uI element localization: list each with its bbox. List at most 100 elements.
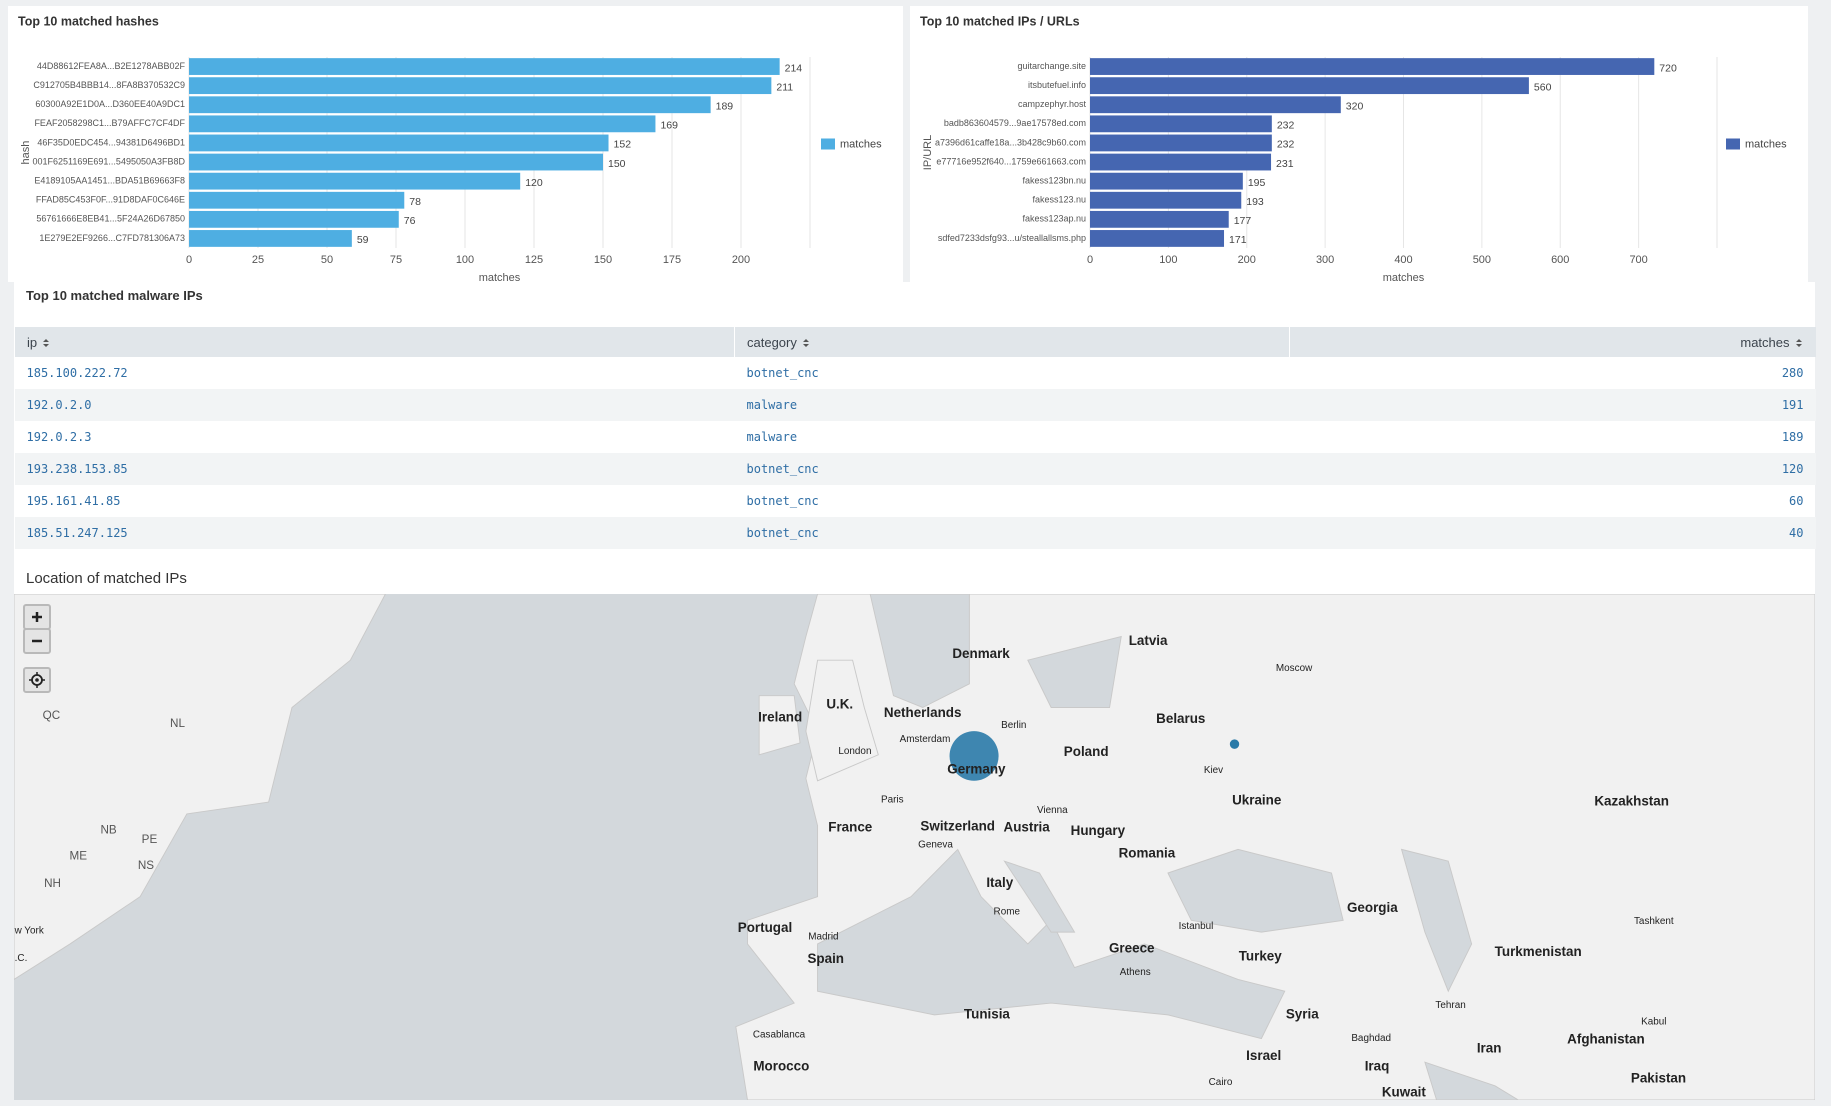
table-title: Top 10 matched malware IPs [26,288,203,303]
map-label: Kabul [1641,1017,1666,1028]
ireland [758,695,801,756]
y-tick-label: fakess123bn.nu [1022,176,1086,186]
x-axis-label: matches [479,272,521,282]
table-cell: botnet_cnc [746,366,819,380]
chart-title: Top 10 matched hashes [18,14,159,28]
y-tick-label: fakess123.nu [1032,195,1086,205]
seas [817,594,1520,1100]
y-tick-label: 60300A92E1D0A...D360EE40A9DC1 [35,99,185,109]
bar [189,153,603,171]
map-label: Ireland [758,710,802,725]
value-label: 120 [525,177,543,189]
bar [1090,172,1243,190]
map-label: Iraq [1365,1058,1390,1073]
bar [189,230,352,247]
zoom-out[interactable] [23,628,51,654]
map: Denmark Latvia Moscow Ireland U.K. Netherland… [14,594,1815,1100]
map-label: PE [142,833,158,846]
map-label: Madrid [808,931,838,942]
value-label: 232 [1277,120,1295,132]
y-tick-label: FEAF2058298C1...B79AFFC7CF4DF [34,118,185,128]
y-tick-label: guitarchange.site [1017,61,1086,71]
sort-arrows [43,339,50,348]
map-label: Netherlands [884,705,962,720]
column-header[interactable]: category [734,327,1290,357]
y-tick-label: FFAD85C453F0F...91D8DAF0C646E [36,195,185,205]
value-label: 232 [1277,139,1295,151]
y-axis-label: IP/URL [922,135,934,170]
y-tick-label: 46F35D0EDC454...94381D6496BD1 [37,137,185,147]
map-label: Tunisia [964,1006,1010,1021]
map-label: Latvia [1129,633,1168,648]
map-panel: Location of matched IPs Denmark Latvia Mos… [14,553,1815,1100]
value-label: 59 [357,234,369,246]
map-label: Israel [1246,1048,1281,1063]
black-sea [1167,848,1344,933]
map-label: Germany [947,762,1006,777]
ip-url-panel: Top 10 matched IPs / URLs 0 100 200 300 400 50… [910,6,1808,284]
value-label: 177 [1234,215,1252,227]
map-label: Afghanistan [1567,1031,1645,1046]
map-label: NB [100,824,116,837]
table-cell: 189 [1781,430,1804,444]
column-header[interactable]: matches [1289,327,1816,357]
map-label: Syria [1286,1006,1319,1021]
map-label: London [838,746,871,757]
map-label: Iran [1477,1041,1502,1056]
table-row: 192.0.2.0 malware 191 [14,389,1816,421]
map-label: NS [138,859,154,872]
caspian [1400,848,1473,993]
value-label: 211 [776,81,793,93]
map-label: Vienna [1037,805,1068,816]
bar [189,115,656,133]
location-bubble[interactable] [949,731,999,781]
table-cell: 192.0.2.0 [14,389,735,421]
table-row: 192.0.2.3 malware 189 [15,421,1816,453]
table-cell: 185.51.247.125 [14,517,735,549]
map-label: Casablanca [753,1030,806,1041]
x-tick-label: 500 [1473,254,1491,266]
bar [189,210,399,228]
column-header[interactable]: ip [14,327,735,357]
map-label: Portugal [738,920,792,935]
bar [1090,191,1242,209]
table-cell: 60 [1789,494,1804,508]
map-label: Tehran [1435,1000,1465,1011]
map-label: ME [69,850,87,863]
x-tick-label: 50 [321,254,333,266]
value-label: 152 [614,139,632,151]
y-tick-label: C912705B4BBB14...8FA8B370532C9 [33,80,185,90]
table-row: 193.238.153.85 botnet_cnc 120 [14,453,1816,485]
y-tick-label: e77716e952f640...1759e661663.com [936,156,1086,166]
bar [1090,230,1225,247]
value-label: 231 [1276,158,1294,170]
map-label: NH [44,877,61,890]
map-label: QC [43,709,61,722]
bar [189,134,609,152]
bar [1090,210,1229,228]
bar [189,172,521,190]
map-label: Rome [994,907,1021,918]
chart-title: Top 10 matched IPs / URLs [920,14,1080,28]
location-bubble[interactable] [1229,739,1240,749]
value-label: 560 [1534,81,1552,93]
legend-swatch [1726,138,1740,150]
x-tick-label: 150 [594,254,612,266]
table-row: 185.100.222.72 botnet_cnc 280 [15,357,1816,389]
table-row: 185.51.247.125 botnet_cnc 40 [14,517,1816,549]
locate[interactable] [23,667,51,693]
x-tick-label: 175 [663,254,681,266]
y-tick-label: a7396d61caffe18a...3b428c9b60.com [935,137,1086,147]
header-label: category [747,334,797,350]
map-label: Kiev [1204,765,1223,776]
sort-arrows [802,339,809,348]
value-label: 214 [785,62,803,74]
sort-icon [43,339,50,348]
north-america [14,594,386,980]
bar [1090,134,1272,152]
bar [1090,58,1655,75]
map-label: Ukraine [1232,792,1282,807]
map-label: Geneva [918,839,953,850]
legend-label: matches [840,138,882,150]
zoom-in[interactable] [23,604,51,630]
